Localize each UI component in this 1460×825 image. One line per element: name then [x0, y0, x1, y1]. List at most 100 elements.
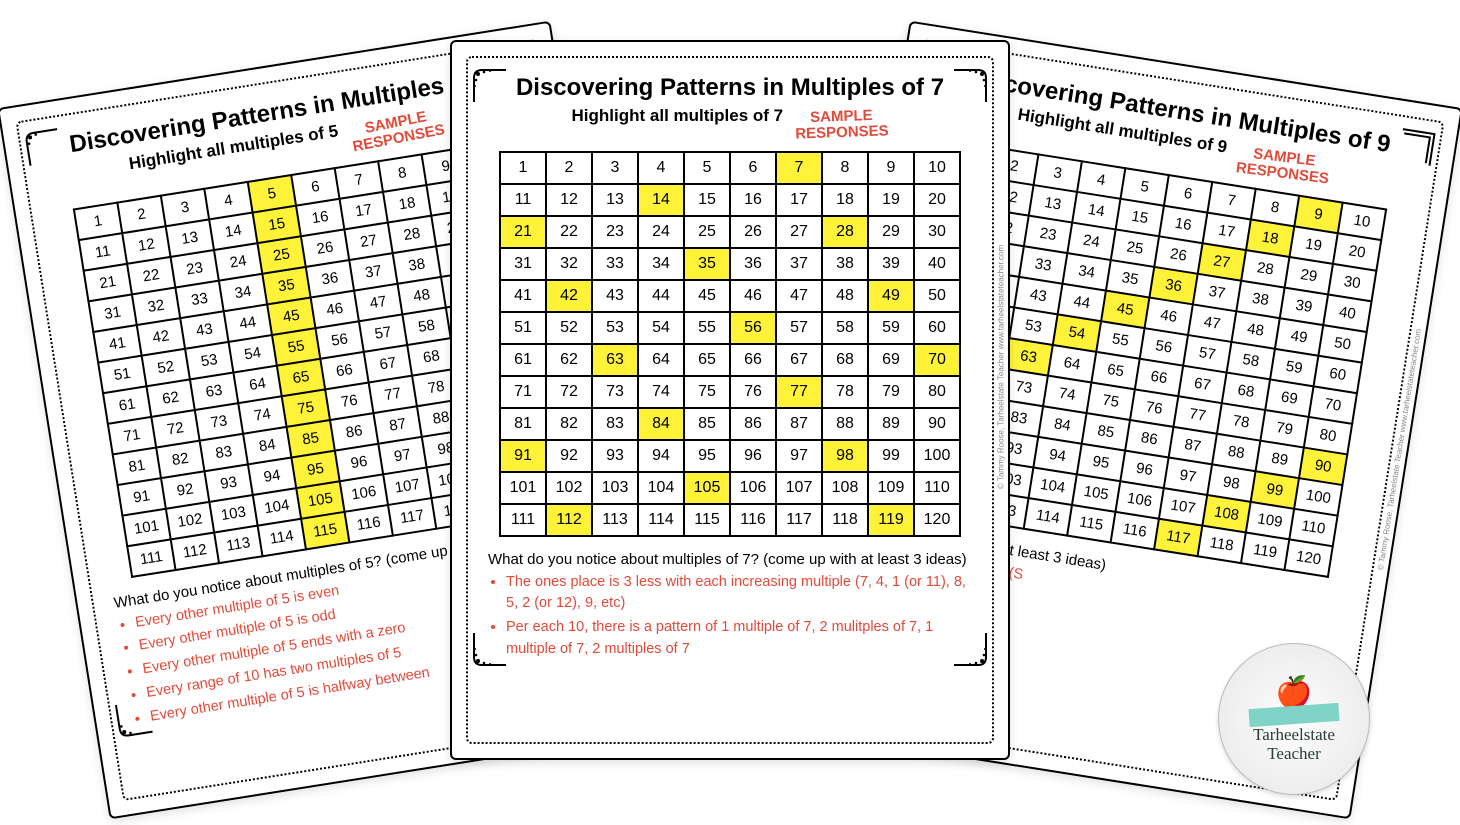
grid-cell: 117	[776, 504, 822, 536]
grid-cell: 109	[868, 472, 914, 504]
grid-cell: 77	[776, 376, 822, 408]
corner-ornament	[472, 631, 508, 667]
grid-cell: 2	[546, 152, 592, 184]
grid-cell: 25	[684, 216, 730, 248]
grid-cell: 116	[1111, 511, 1159, 549]
brand-text-line2: Teacher	[1267, 745, 1321, 764]
grid-cell: 118	[1198, 525, 1246, 563]
grid-cell: 58	[822, 312, 868, 344]
grid-cell: 83	[592, 408, 638, 440]
answer-list: The ones place is 3 less with each incre…	[506, 572, 972, 661]
grid-cell: 79	[868, 376, 914, 408]
grid-cell: 104	[638, 472, 684, 504]
grid-cell: 107	[776, 472, 822, 504]
grid-cell: 13	[592, 184, 638, 216]
grid-cell: 45	[684, 280, 730, 312]
grid-cell: 31	[500, 248, 546, 280]
grid-cell: 74	[638, 376, 684, 408]
grid-cell: 119	[1241, 532, 1289, 570]
grid-cell: 78	[822, 376, 868, 408]
grid-cell: 37	[776, 248, 822, 280]
grid-cell: 11	[500, 184, 546, 216]
answer-item: The ones place is 3 less with each incre…	[506, 572, 972, 616]
grid-cell: 69	[868, 344, 914, 376]
grid-cell: 55	[684, 312, 730, 344]
answer-item: Per each 10, there is a pattern of 1 mul…	[506, 617, 972, 661]
grid-cell: 28	[822, 216, 868, 248]
grid-cell: 39	[868, 248, 914, 280]
grid-cell: 115	[1067, 504, 1115, 542]
grid-cell: 10	[914, 152, 960, 184]
grid-cell: 6	[730, 152, 776, 184]
grid-cell: 108	[822, 472, 868, 504]
grid-cell: 92	[546, 440, 592, 472]
grid-cell: 90	[914, 408, 960, 440]
grid-cell: 47	[776, 280, 822, 312]
grid-cell: 93	[592, 440, 638, 472]
worksheet-title: Discovering Patterns in Multiples of 7	[478, 74, 982, 102]
sample-responses-stamp: SAMPLERESPONSES	[1235, 144, 1332, 187]
grid-cell: 66	[730, 344, 776, 376]
grid-cell: 103	[592, 472, 638, 504]
copyright-text: © Tammy Roose, Tarheelstate Teacher www.…	[996, 245, 1005, 489]
grid-cell: 42	[546, 280, 592, 312]
grid-cell: 26	[730, 216, 776, 248]
grid-cell: 59	[868, 312, 914, 344]
grid-cell: 91	[500, 440, 546, 472]
grid-cell: 120	[914, 504, 960, 536]
grid-cell: 19	[868, 184, 914, 216]
grid-cell: 22	[546, 216, 592, 248]
copyright-text: © Tammy Roose, Tarheelstate Teacher www.…	[1376, 328, 1423, 571]
grid-cell: 40	[914, 248, 960, 280]
grid-cell: 72	[546, 376, 592, 408]
grid-cell: 113	[214, 525, 262, 563]
grid-cell: 15	[684, 184, 730, 216]
grid-cell: 80	[914, 376, 960, 408]
grid-cell: 30	[914, 216, 960, 248]
grid-cell: 21	[500, 216, 546, 248]
grid-cell: 114	[1024, 498, 1072, 536]
grid-cell: 106	[730, 472, 776, 504]
grid-cell: 56	[730, 312, 776, 344]
grid-cell: 49	[868, 280, 914, 312]
grid-cell: 110	[914, 472, 960, 504]
grid-cell: 86	[730, 408, 776, 440]
grid-cell: 41	[500, 280, 546, 312]
corner-ornament	[472, 68, 508, 104]
grid-cell: 112	[546, 504, 592, 536]
grid-cell: 65	[684, 344, 730, 376]
grid-cell: 99	[868, 440, 914, 472]
grid-cell: 62	[546, 344, 592, 376]
grid-cell: 16	[730, 184, 776, 216]
grid-cell: 54	[638, 312, 684, 344]
grid-cell: 63	[592, 344, 638, 376]
grid-cell: 96	[730, 440, 776, 472]
sample-responses-stamp: SAMPLERESPONSES	[349, 106, 447, 155]
grid-cell: 116	[344, 504, 392, 542]
grid-cell: 95	[684, 440, 730, 472]
grid-cell: 7	[776, 152, 822, 184]
grid-cell: 60	[914, 312, 960, 344]
grid-cell: 52	[546, 312, 592, 344]
grid-cell: 12	[546, 184, 592, 216]
corner-ornament	[952, 631, 988, 667]
grid-cell: 29	[868, 216, 914, 248]
grid-cell: 120	[1285, 539, 1333, 577]
grid-cell: 112	[171, 532, 219, 570]
grid-cell: 61	[500, 344, 546, 376]
grid-cell: 48	[822, 280, 868, 312]
corner-ornament	[23, 127, 64, 168]
grid-cell: 82	[546, 408, 592, 440]
brand-logo: 🍎 Tarheelstate Teacher	[1218, 643, 1370, 795]
grid-cell: 114	[638, 504, 684, 536]
grid-cell: 97	[776, 440, 822, 472]
grid-cell: 27	[776, 216, 822, 248]
grid-cell: 73	[592, 376, 638, 408]
worksheet-multiples-7: Discovering Patterns in Multiples of 7 H…	[450, 40, 1010, 760]
grid-cell: 64	[638, 344, 684, 376]
grid-cell: 36	[730, 248, 776, 280]
grid-cell: 114	[258, 518, 306, 556]
worksheet-stage: Discovering Patterns in Multiples of 5 H…	[0, 0, 1460, 825]
grid-cell: 85	[684, 408, 730, 440]
grid-cell: 94	[638, 440, 684, 472]
